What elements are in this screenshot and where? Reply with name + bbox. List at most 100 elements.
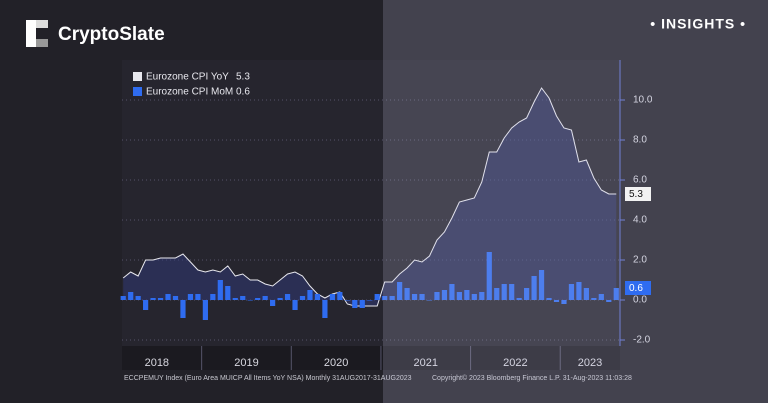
value-tags: 5.3 0.6	[625, 187, 651, 295]
y-tick-label: 8.0	[633, 135, 647, 146]
bar	[225, 286, 231, 300]
line	[122, 87, 617, 307]
bar	[172, 296, 179, 300]
last-value-tag	[625, 281, 651, 295]
bar	[441, 290, 448, 300]
bar	[270, 300, 276, 306]
bar	[255, 298, 261, 300]
bar	[217, 280, 223, 300]
bar	[464, 290, 470, 300]
x-tick-label: 2022	[503, 357, 527, 369]
legend-label: Eurozone CPI YoY	[146, 72, 229, 83]
bar	[546, 298, 552, 300]
area	[123, 88, 617, 306]
bar	[404, 288, 410, 300]
chart: -2.0 0.0 2.0 4.0 6.0 8.0 10.0 2018 2019 2020 2021 2…	[120, 60, 653, 382]
bar	[591, 298, 597, 300]
bar	[143, 300, 149, 310]
legend-label: Eurozone CPI MoM	[146, 87, 233, 98]
bar	[538, 270, 545, 300]
last-value-tag	[625, 187, 651, 201]
bar	[120, 296, 126, 300]
bar	[150, 298, 156, 300]
bar	[262, 296, 268, 300]
bar	[516, 298, 522, 300]
y-tick-label: -2.0	[633, 335, 651, 346]
bar	[531, 276, 537, 300]
bar	[344, 300, 350, 301]
source-note: ECCPEMUY Index (Euro Area MUICP All Item…	[124, 375, 412, 382]
bar	[165, 294, 171, 300]
bar	[486, 252, 492, 300]
bar	[397, 282, 403, 300]
bar	[426, 300, 433, 301]
x-tick-label: 2019	[234, 357, 258, 369]
x-tick-label: 2020	[324, 357, 348, 369]
logo-block	[36, 20, 48, 28]
bar	[202, 300, 208, 320]
bar	[471, 294, 477, 300]
bar	[292, 300, 298, 310]
bar	[382, 296, 388, 300]
x-tick-label: 2021	[414, 357, 438, 369]
bar	[553, 300, 560, 302]
bar	[434, 292, 440, 300]
last-value-label: 5.3	[629, 189, 643, 200]
logo	[26, 20, 48, 47]
bar	[195, 294, 201, 300]
bar	[456, 292, 462, 300]
bar	[314, 294, 321, 300]
section-tag: • INSIGHTS •	[650, 16, 746, 32]
bar	[411, 294, 418, 300]
legend-swatch	[133, 72, 142, 81]
highlight-overlay	[383, 0, 768, 403]
bar	[359, 300, 365, 308]
last-value-label: 0.6	[629, 283, 643, 294]
bar	[613, 288, 619, 300]
x-axis-strip	[122, 346, 620, 370]
bar	[501, 284, 507, 300]
bar	[509, 284, 515, 300]
bar	[299, 296, 306, 300]
y-tick-label: 10.0	[633, 95, 653, 106]
bar	[524, 288, 530, 300]
bar	[232, 298, 238, 300]
x-tick-label: 2023	[578, 357, 602, 369]
bar	[419, 294, 425, 300]
legend-value: 0.6	[236, 87, 250, 98]
bar	[576, 282, 582, 300]
bar	[479, 292, 485, 300]
bar	[240, 296, 246, 300]
y-tick-label: 2.0	[633, 255, 647, 266]
bar	[598, 294, 604, 300]
bar	[135, 296, 141, 300]
bar	[180, 300, 186, 318]
logo-block	[36, 39, 48, 47]
bar	[322, 300, 328, 318]
bar	[157, 298, 164, 300]
bar	[606, 300, 612, 302]
bar	[367, 300, 373, 301]
logo-block	[26, 20, 36, 47]
bar	[307, 290, 313, 300]
bar	[352, 300, 358, 308]
bar	[247, 300, 253, 301]
bar	[568, 284, 575, 300]
x-tick-label: 2018	[145, 357, 169, 369]
bar	[284, 294, 291, 300]
y-tick-label: 4.0	[633, 215, 647, 226]
bar	[277, 298, 283, 300]
bar	[187, 294, 194, 300]
y-tick-label: 6.0	[633, 175, 647, 186]
legend-value: 5.3	[236, 72, 250, 83]
bar	[210, 294, 216, 300]
bar	[337, 292, 343, 300]
legend-swatch	[133, 87, 142, 96]
bar	[561, 300, 567, 304]
bar	[494, 288, 500, 300]
brand: CryptoSlate	[58, 24, 165, 45]
bar	[389, 296, 395, 300]
bar	[329, 294, 335, 300]
bar	[449, 284, 455, 300]
